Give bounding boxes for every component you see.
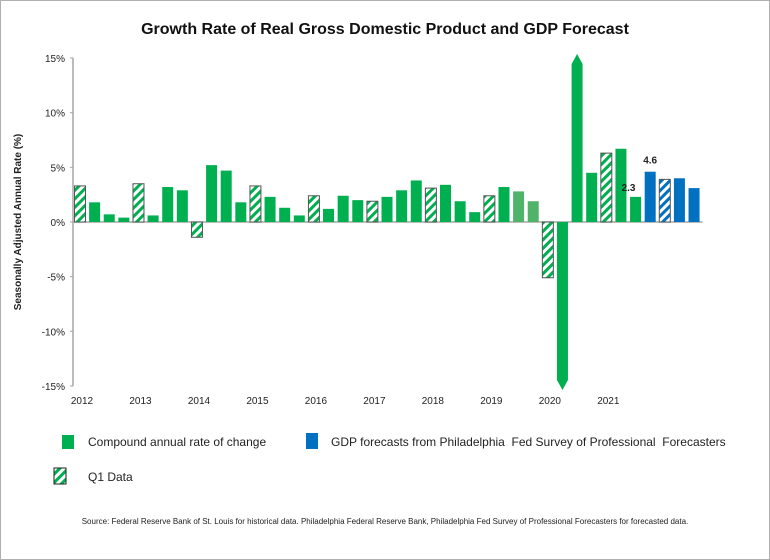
y-tick-label: 15% bbox=[45, 54, 65, 65]
data-label: 4.6 bbox=[643, 156, 657, 167]
bar-2022-q2 bbox=[673, 178, 685, 222]
bar-2020-q1 bbox=[541, 221, 554, 279]
legend-label-historical: Compound annual rate of change bbox=[88, 435, 266, 449]
bar-2012-q1 bbox=[74, 185, 86, 223]
bar-2021-q1 bbox=[600, 152, 613, 223]
y-tick-label: -5% bbox=[47, 273, 65, 284]
y-tick-label: -10% bbox=[42, 327, 65, 338]
x-tick-label: 2015 bbox=[246, 396, 269, 407]
bar-2018-q4 bbox=[469, 212, 481, 222]
x-tick-label: 2020 bbox=[539, 396, 562, 407]
bar-2017-q2 bbox=[381, 196, 393, 222]
bar-2015-q3 bbox=[279, 207, 291, 222]
bar-2015-q1 bbox=[249, 185, 262, 223]
bar-2016-q2 bbox=[323, 208, 335, 222]
legend-label-q1: Q1 Data bbox=[88, 470, 133, 484]
bar-2014-q2 bbox=[206, 165, 218, 222]
x-tick-label: 2019 bbox=[480, 396, 503, 407]
bar-2019-q1 bbox=[483, 195, 496, 223]
bar-2018-q3 bbox=[454, 201, 466, 222]
bar-2016-q1 bbox=[307, 195, 320, 223]
bar-2017-q4 bbox=[410, 180, 422, 222]
bar-2013-q2 bbox=[147, 215, 159, 222]
bar-2014-q3 bbox=[220, 170, 232, 222]
bar-2015-q2 bbox=[264, 196, 276, 222]
legend-swatch-historical bbox=[62, 435, 74, 449]
bar-2018-q1 bbox=[424, 187, 437, 223]
bar-2013-q4 bbox=[176, 190, 188, 222]
bar-2016-q3 bbox=[337, 195, 349, 222]
y-tick-label: 10% bbox=[45, 109, 65, 120]
bar-2012-q3 bbox=[103, 214, 115, 222]
bar-2019-q4 bbox=[527, 201, 539, 222]
bar-2017-q3 bbox=[396, 190, 408, 222]
x-tick-label: 2017 bbox=[363, 396, 386, 407]
bar-2019-q3 bbox=[513, 191, 525, 222]
bar-2021-q3 bbox=[630, 196, 642, 222]
bar-2021-q4 bbox=[644, 171, 656, 222]
bar-2014-q1 bbox=[190, 221, 203, 238]
data-label: 2.3 bbox=[622, 183, 636, 194]
bar-2016-q4 bbox=[352, 200, 364, 222]
x-tick-label: 2021 bbox=[597, 396, 620, 407]
bar-2020-q3 bbox=[571, 54, 583, 222]
bar-2013-q3 bbox=[162, 187, 174, 222]
x-tick-label: 2018 bbox=[422, 396, 445, 407]
bar-2017-q1 bbox=[366, 200, 379, 223]
bar-2015-q4 bbox=[293, 215, 305, 222]
bar-2012-q2 bbox=[89, 202, 101, 222]
bar-2020-q4 bbox=[586, 172, 598, 222]
bar-2014-q4 bbox=[235, 202, 247, 222]
y-axis-label: Seasonally Adjusted Annual Rate (%) bbox=[13, 134, 24, 311]
legend-swatch-forecast bbox=[306, 433, 318, 449]
legend-swatch-q1 bbox=[53, 467, 67, 485]
bar-2012-q4 bbox=[118, 217, 130, 222]
bar-2022-q3 bbox=[688, 188, 700, 222]
bar-2018-q2 bbox=[440, 184, 451, 222]
y-tick-label: 0% bbox=[51, 218, 66, 229]
x-tick-label: 2012 bbox=[71, 396, 94, 407]
bar-2019-q2 bbox=[498, 187, 510, 222]
bar-2013-q1 bbox=[132, 183, 145, 223]
chart-title: Growth Rate of Real Gross Domestic Produ… bbox=[141, 21, 629, 38]
source-note: Source: Federal Reserve Bank of St. Loui… bbox=[82, 517, 689, 526]
y-tick-label: -15% bbox=[42, 382, 65, 393]
y-tick-label: 5% bbox=[51, 163, 66, 174]
legend-label-forecast: GDP forecasts from Philadelphia Fed Surv… bbox=[331, 435, 726, 449]
x-tick-label: 2014 bbox=[188, 396, 211, 407]
bar-2021-q2 bbox=[615, 148, 627, 222]
x-tick-label: 2016 bbox=[305, 396, 328, 407]
bar-2022-q1 bbox=[658, 178, 671, 223]
bar-2020-q2 bbox=[556, 222, 568, 390]
x-tick-label: 2013 bbox=[129, 396, 152, 407]
